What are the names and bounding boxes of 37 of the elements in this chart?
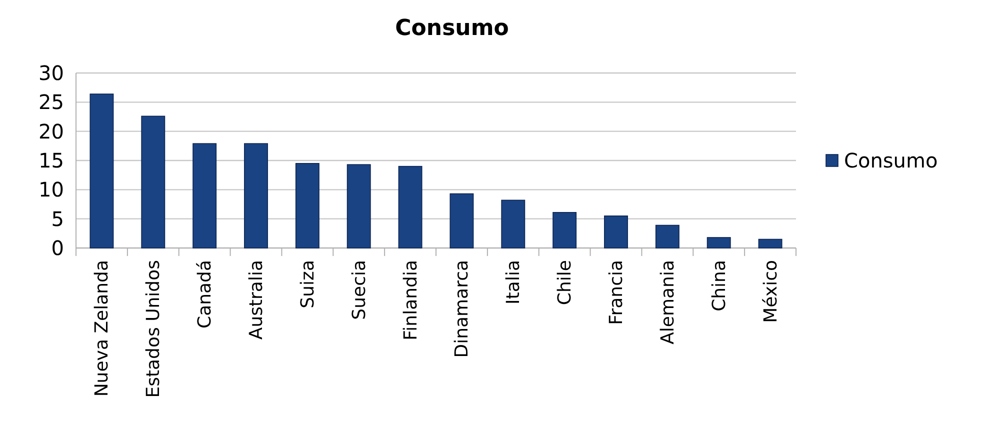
x-tick-label: China	[708, 260, 730, 312]
x-tick-label: Alemania	[657, 260, 678, 344]
bar	[604, 216, 628, 248]
x-tick-label: Suiza	[297, 260, 318, 308]
bar	[346, 164, 371, 248]
bar	[295, 163, 320, 248]
x-tick-label: Suecia	[348, 260, 370, 320]
y-tick-label: 10	[38, 178, 64, 202]
x-tick-label: México	[760, 260, 782, 323]
x-tick-label: Finlandia	[400, 260, 422, 340]
chart-title: Consumo	[395, 16, 509, 41]
x-tick-label: Australia	[246, 260, 267, 340]
bar	[706, 237, 731, 248]
y-tick-label: 0	[51, 236, 64, 260]
x-tick-label: Dinamarca	[452, 260, 473, 358]
legend-label: Consumo	[844, 148, 938, 172]
bar	[450, 193, 474, 248]
y-tick-label: 25	[38, 90, 64, 114]
y-tick-label: 15	[38, 148, 64, 172]
bar	[192, 143, 217, 248]
y-tick-label: 30	[38, 61, 64, 85]
bar	[655, 224, 680, 248]
bar	[141, 116, 166, 248]
bar	[244, 143, 268, 248]
bar	[398, 166, 422, 248]
x-tick-label: Chile	[554, 260, 576, 306]
x-tick-label: Francia	[606, 260, 627, 325]
bar	[90, 94, 114, 248]
bar	[552, 212, 577, 248]
x-tick-label: Italia	[503, 260, 524, 304]
y-tick-label: 5	[51, 206, 64, 231]
y-tick-label: 20	[38, 119, 64, 144]
x-tick-label: Nueva Zelanda	[92, 260, 113, 397]
x-tick-label: Canadá	[194, 260, 216, 328]
bar	[758, 238, 782, 248]
x-tick-label: Estados Unidos	[143, 260, 164, 398]
bar	[501, 200, 526, 248]
